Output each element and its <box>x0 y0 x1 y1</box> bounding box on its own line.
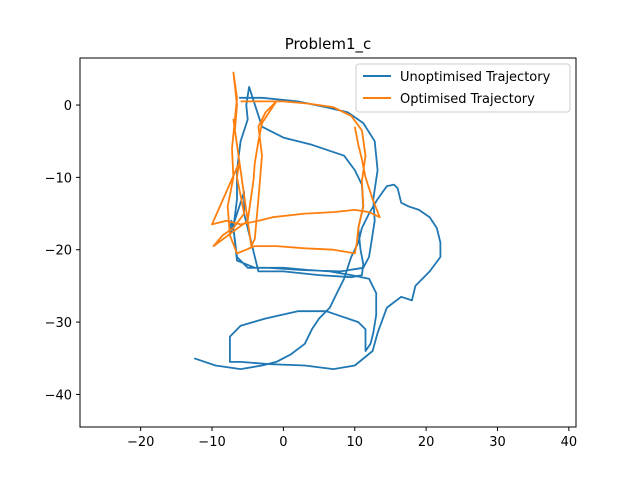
series-line-unoptimised <box>193 86 442 371</box>
series-layer <box>193 71 442 371</box>
x-tick-label: 10 <box>346 435 363 450</box>
legend-label-optimised: Optimised Trajectory <box>400 92 535 107</box>
y-tick-label: 0 <box>64 99 72 114</box>
y-tick-label: −30 <box>45 316 72 331</box>
x-tick-label: 0 <box>279 435 287 450</box>
ticks-layer: −20 −10 0 10 20 30 40 0 −10 −20 −30 −40 <box>45 99 578 450</box>
legend: Unoptimised Trajectory Optimised Traject… <box>355 63 571 113</box>
x-tick-label: 40 <box>561 435 578 450</box>
x-tick-label: −10 <box>198 435 225 450</box>
chart-title: Problem1_c <box>285 35 372 54</box>
y-tick-label: −40 <box>45 388 72 403</box>
x-tick-label: 30 <box>489 435 506 450</box>
y-tick-label: −20 <box>45 244 72 259</box>
y-tick-label: −10 <box>45 171 72 186</box>
legend-label-unoptimised: Unoptimised Trajectory <box>400 70 551 85</box>
plot-frame <box>79 57 577 428</box>
series-line-optimised <box>211 71 381 255</box>
x-tick-label: 20 <box>418 435 435 450</box>
legend-box <box>355 63 571 113</box>
x-tick-label: −20 <box>127 435 154 450</box>
